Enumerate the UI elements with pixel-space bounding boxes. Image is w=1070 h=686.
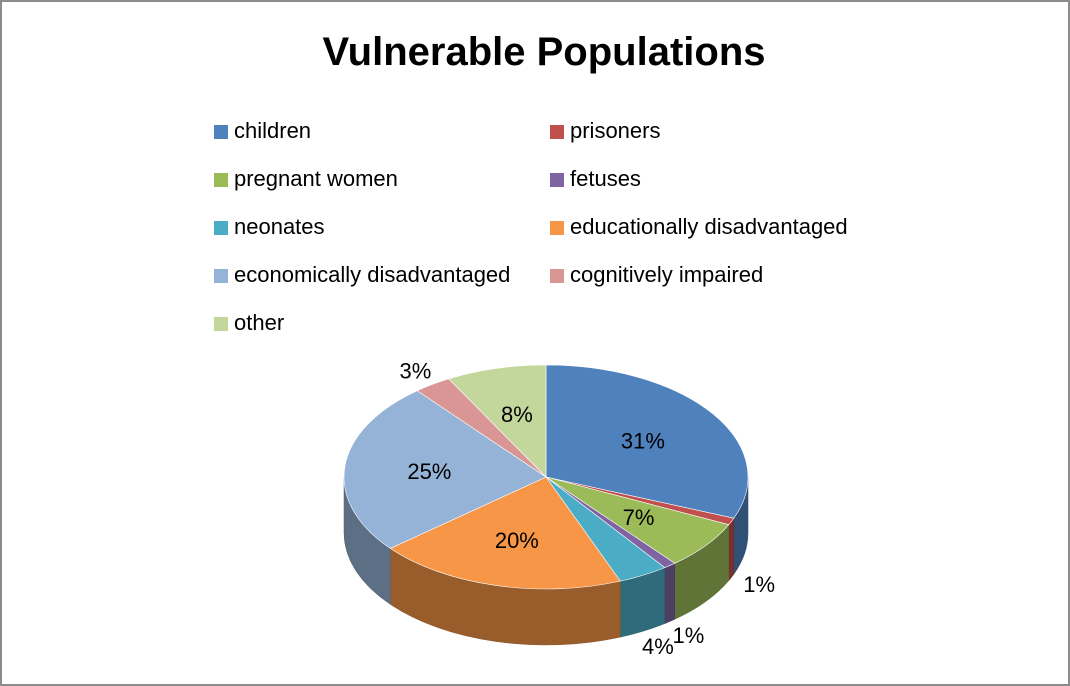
legend-swatch (550, 125, 564, 139)
legend-swatch (214, 317, 228, 331)
legend-label: educationally disadvantaged (570, 214, 848, 239)
legend-item: neonates (214, 212, 325, 242)
pie-slice-side (664, 562, 676, 624)
legend-swatch (214, 173, 228, 187)
pie-slice-side (728, 517, 735, 582)
pie-data-label: 4% (642, 634, 674, 659)
pie-data-label: 20% (495, 528, 539, 553)
legend-label: economically disadvantaged (234, 262, 511, 287)
legend-swatch (214, 221, 228, 235)
legend-swatch (214, 125, 228, 139)
pie-slice (343, 390, 547, 549)
legend-label: prisoners (570, 118, 661, 143)
legend-item: prisoners (550, 116, 660, 146)
legend-label: other (234, 310, 285, 335)
legend-label: pregnant women (234, 166, 398, 191)
legend-label: children (234, 118, 312, 143)
legend-item: cognitively impaired (550, 260, 763, 290)
legend-item: other (214, 308, 284, 338)
legend-swatch (214, 269, 228, 283)
pie-data-label: 1% (672, 623, 704, 648)
legend-item: children (214, 116, 311, 146)
pie-data-label: 31% (621, 428, 665, 453)
legend-item: pregnant women (214, 164, 398, 194)
legend-label: fetuses (570, 166, 641, 191)
legend-swatch (550, 173, 564, 187)
pie-slice (389, 476, 621, 590)
pie-data-label: 8% (501, 402, 533, 427)
legend-swatch (550, 221, 564, 235)
pie-slice (448, 364, 547, 478)
legend-label: neonates (234, 214, 325, 239)
legend-label: cognitively impaired (570, 262, 764, 287)
legend-item: fetuses (550, 164, 641, 194)
chart-title: Vulnerable Populations (322, 30, 766, 74)
pie-data-label: 25% (407, 459, 451, 484)
legend-item: educationally disadvantaged (550, 212, 848, 242)
legend-item: economically disadvantaged (214, 260, 510, 290)
pie-slice (545, 364, 749, 519)
legend-swatch (550, 269, 564, 283)
pie-data-label: 1% (743, 572, 775, 597)
pie-data-label: 3% (400, 358, 432, 383)
pie-data-label: 7% (623, 505, 655, 530)
